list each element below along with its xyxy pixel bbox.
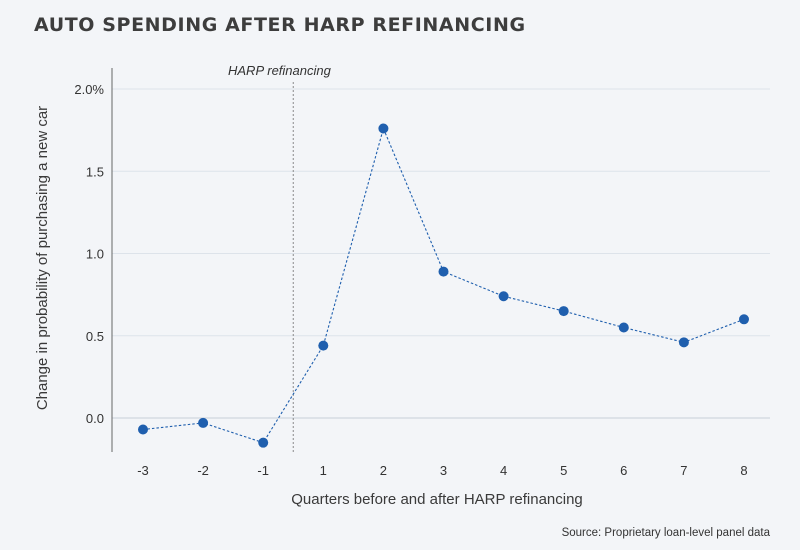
x-tick-label-7: 5 [560, 463, 567, 478]
axes [111, 68, 770, 452]
harp-annotation: HARP refinancing [228, 63, 332, 78]
series [138, 123, 749, 448]
x-tick-label-2: -1 [257, 463, 269, 478]
chart-title: AUTO SPENDING AFTER HARP REFINANCING [34, 14, 526, 36]
x-tick-label-4: 2 [380, 463, 387, 478]
data-point-3 [318, 340, 329, 351]
y-tick-label-2: 1.0 [86, 247, 104, 262]
y-axis-label: Change in probability of purchasing a ne… [34, 106, 51, 410]
y-tick-label-3: 1.5 [86, 164, 104, 179]
harp-reference: HARP refinancing [228, 63, 332, 452]
data-point-0 [138, 424, 148, 435]
source-note: Source: Proprietary loan-level panel dat… [562, 527, 771, 539]
data-point-1 [198, 417, 209, 428]
data-point-2 [258, 437, 269, 448]
x-tick-label-6: 4 [500, 463, 507, 478]
data-point-7 [558, 306, 569, 317]
data-point-4 [378, 123, 389, 134]
x-tick-label-3: 1 [320, 463, 327, 478]
x-tick-label-5: 3 [440, 463, 447, 478]
x-tick-label-10: 8 [740, 463, 747, 478]
x-tick-label-1: -2 [197, 463, 209, 478]
gridlines [112, 88, 770, 337]
y-tick-label-1: 0.5 [86, 329, 104, 344]
series-line [142, 126, 745, 444]
data-point-10 [739, 314, 749, 325]
data-point-8 [618, 322, 629, 333]
y-tick-labels: 0.0 0.5 1.0 1.5 2.0% [74, 82, 104, 426]
y-tick-label-0: 0.0 [86, 411, 104, 426]
x-tick-label-9: 7 [680, 463, 687, 478]
x-tick-label-0: -3 [137, 463, 149, 478]
x-axis-label: Quarters before and after HARP refinanci… [291, 491, 583, 508]
y-tick-label-4: 2.0% [74, 82, 104, 97]
data-point-5 [438, 266, 449, 277]
x-tick-labels: -3 -2 -1 1 2 3 4 5 6 7 8 [137, 463, 747, 478]
data-point-6 [498, 291, 509, 302]
x-tick-label-8: 6 [620, 463, 627, 478]
data-point-9 [678, 337, 689, 348]
